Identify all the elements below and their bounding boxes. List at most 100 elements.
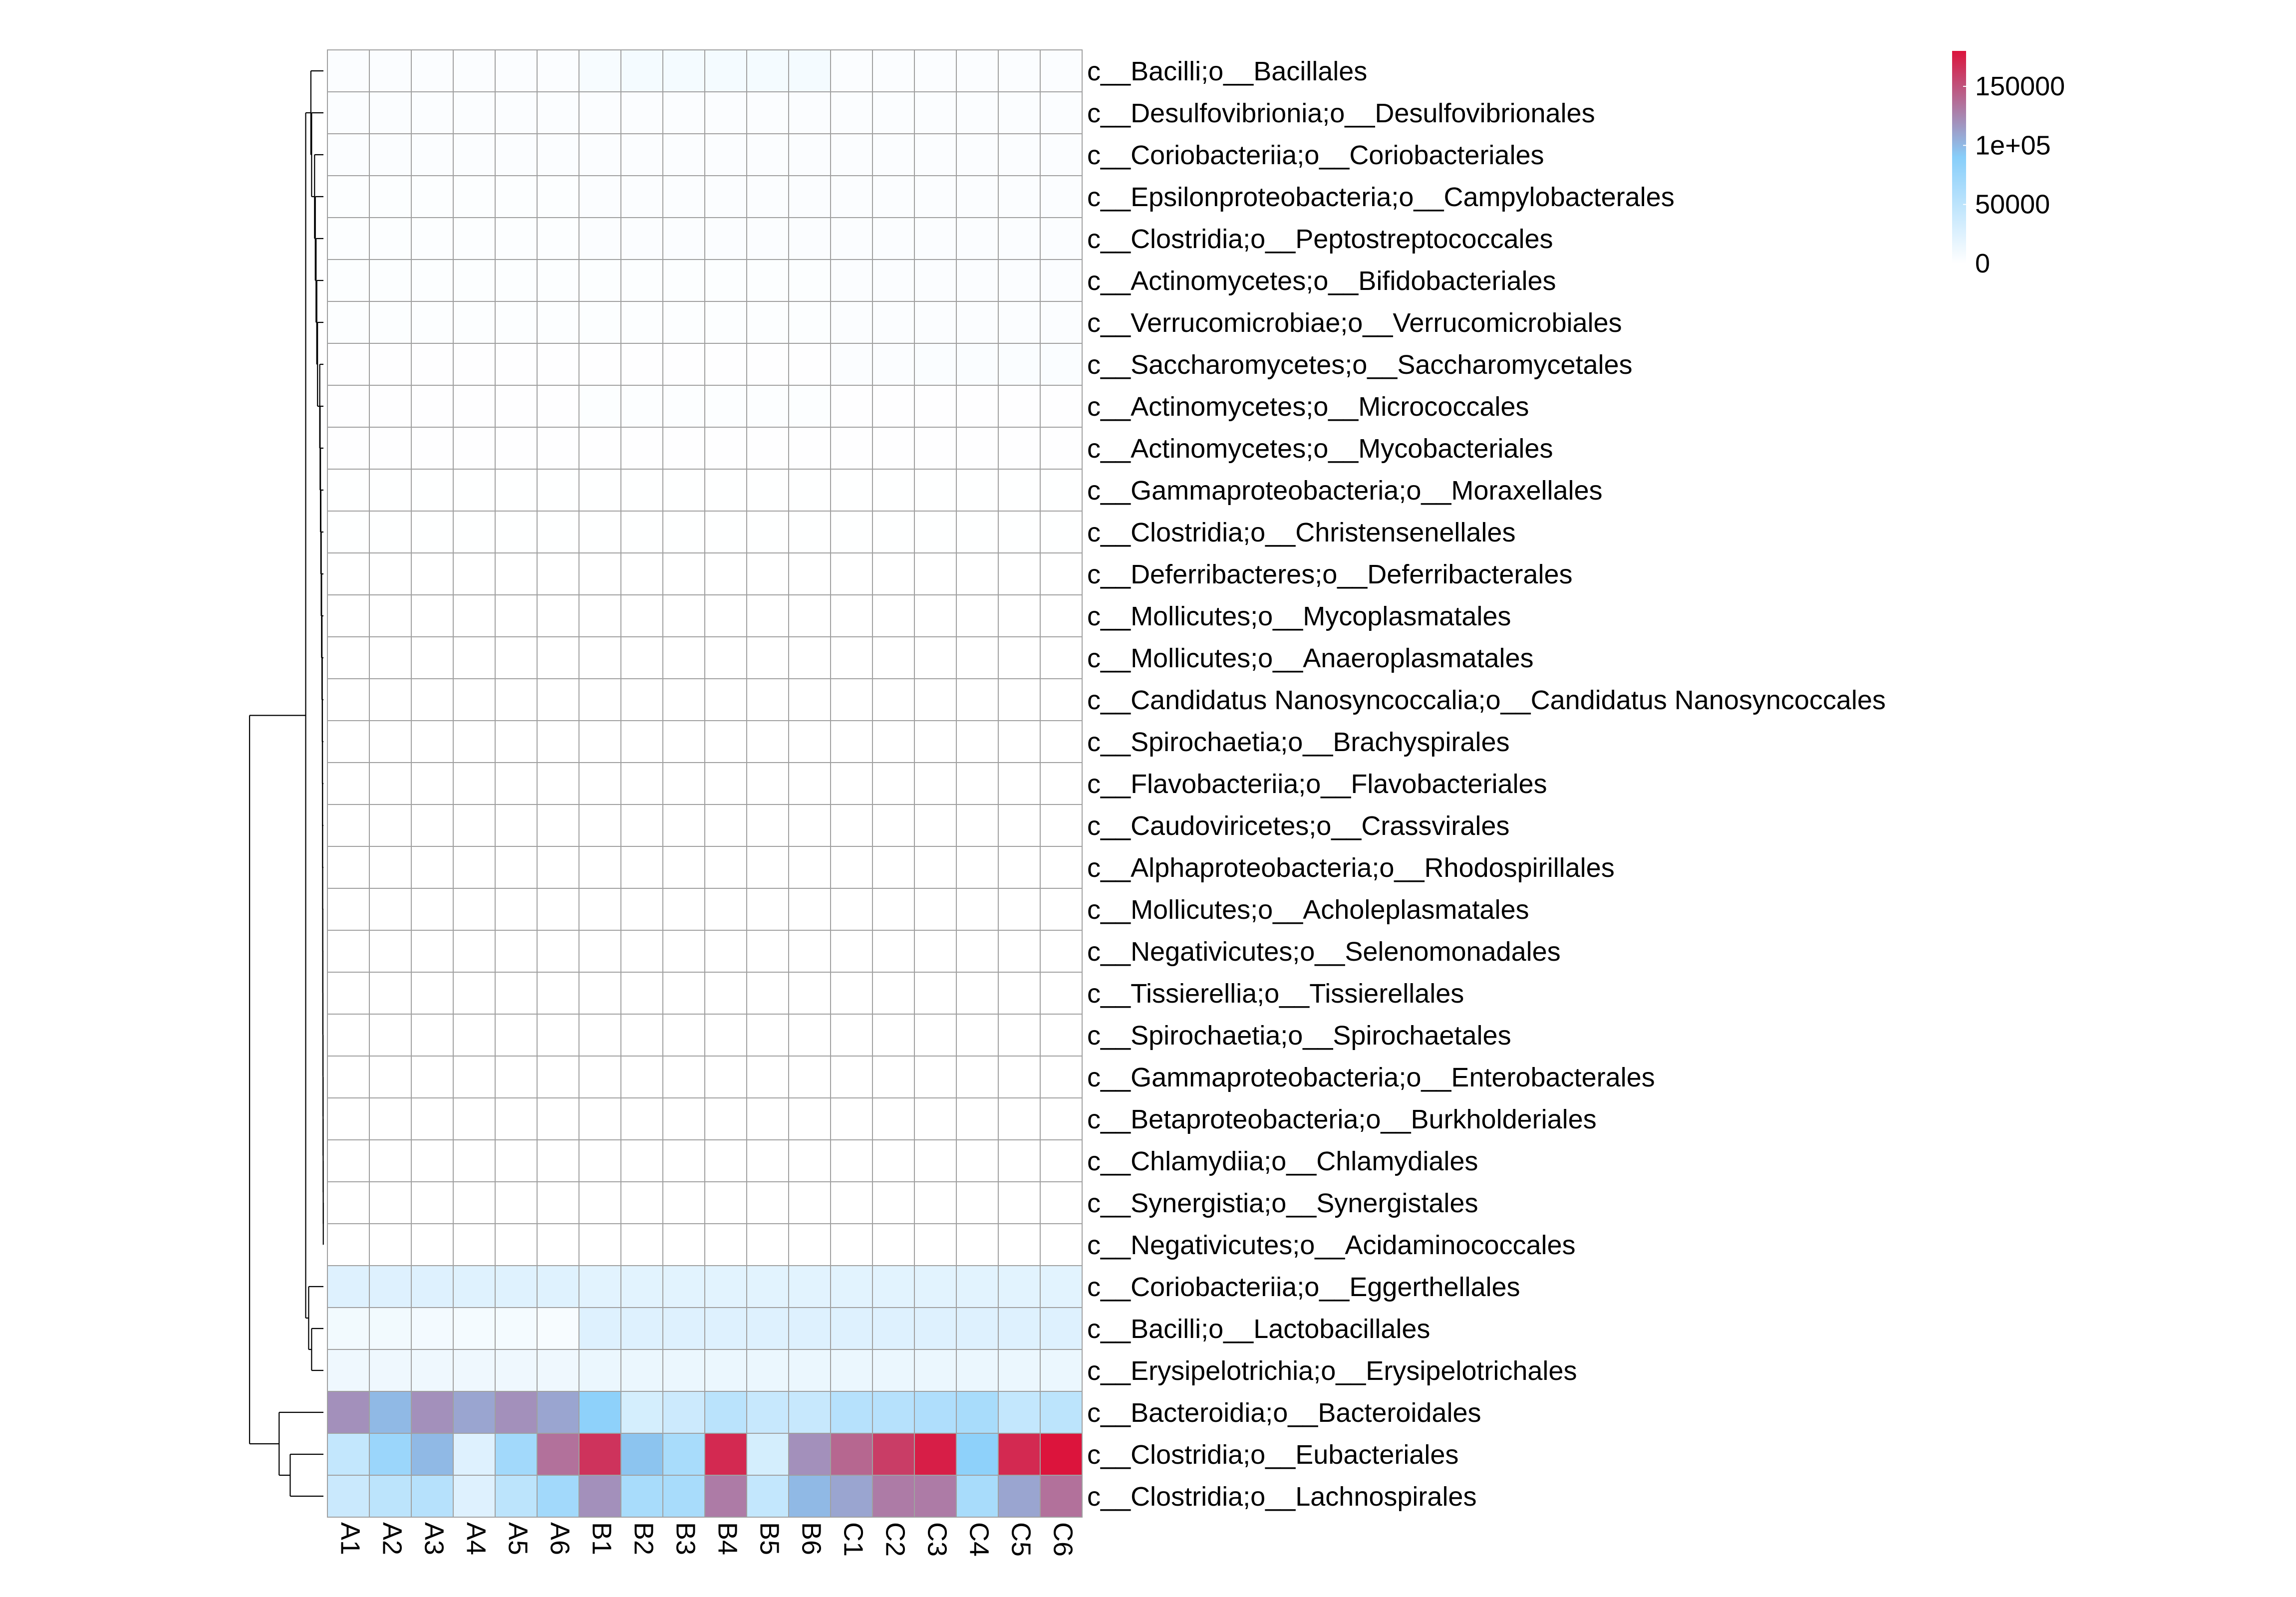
heatmap-cell <box>537 930 579 973</box>
heatmap-cell <box>872 888 915 931</box>
heatmap-cell <box>411 594 454 637</box>
heatmap-cell <box>788 1307 831 1350</box>
heatmap-cell <box>830 762 873 805</box>
heatmap-cell <box>998 846 1041 889</box>
heatmap-cell <box>578 594 621 637</box>
row-label: c__Clostridia;o__Eubacteriales <box>1087 1440 1458 1470</box>
heatmap-cell <box>914 1056 957 1098</box>
heatmap-cell <box>998 259 1041 302</box>
heatmap-cell <box>411 930 454 973</box>
heatmap-cell <box>662 762 705 805</box>
heatmap-cell <box>704 175 747 218</box>
heatmap-cell <box>746 217 789 260</box>
heatmap-cell <box>704 1475 747 1518</box>
heatmap-cell <box>788 133 831 176</box>
heatmap-cell <box>1040 930 1083 973</box>
heatmap-cell <box>495 1056 538 1098</box>
heatmap-cell <box>956 217 999 260</box>
heatmap-cell <box>872 385 915 428</box>
heatmap-cell <box>998 1265 1041 1308</box>
heatmap-cell <box>872 636 915 679</box>
heatmap-cell <box>411 972 454 1015</box>
heatmap-cell <box>411 1265 454 1308</box>
heatmap-cell <box>578 720 621 763</box>
heatmap-cell <box>872 846 915 889</box>
heatmap-cell <box>704 678 747 721</box>
heatmap-cell <box>746 1097 789 1140</box>
heatmap-cell <box>1040 1391 1083 1434</box>
heatmap-cell <box>369 1056 412 1098</box>
heatmap-cell <box>704 804 747 847</box>
heatmap-cell <box>956 1139 999 1182</box>
heatmap-cell <box>956 972 999 1015</box>
heatmap-cell <box>537 972 579 1015</box>
heatmap-cell <box>914 385 957 428</box>
heatmap-cell <box>872 469 915 512</box>
heatmap-cell <box>956 1014 999 1057</box>
heatmap-cell <box>998 762 1041 805</box>
heatmap-cell <box>495 762 538 805</box>
heatmap-cell <box>453 930 496 973</box>
heatmap-cell <box>453 343 496 386</box>
heatmap-cell <box>620 259 663 302</box>
heatmap-cell <box>369 1265 412 1308</box>
heatmap-cell <box>578 133 621 176</box>
heatmap-cell <box>537 469 579 512</box>
heatmap-cell <box>620 511 663 553</box>
heatmap-cell <box>830 259 873 302</box>
heatmap-cell <box>746 636 789 679</box>
heatmap-cell <box>746 91 789 134</box>
heatmap-cell <box>620 91 663 134</box>
heatmap-cell <box>872 217 915 260</box>
heatmap-cell <box>788 385 831 428</box>
heatmap-cell <box>956 469 999 512</box>
heatmap-cell <box>914 804 957 847</box>
heatmap-cell <box>453 888 496 931</box>
column-label: B6 <box>797 1522 827 1555</box>
heatmap-cell <box>1040 469 1083 512</box>
heatmap-cell <box>578 888 621 931</box>
heatmap-cell <box>495 930 538 973</box>
legend-tick-label: 1e+05 <box>1975 130 2051 160</box>
row-label: c__Saccharomycetes;o__Saccharomycetales <box>1087 350 1633 380</box>
heatmap-cell <box>453 49 496 92</box>
row-label: c__Flavobacteriia;o__Flavobacteriales <box>1087 769 1547 799</box>
heatmap-cell <box>788 1433 831 1476</box>
row-label: c__Caudoviricetes;o__Crassvirales <box>1087 811 1509 841</box>
heatmap-cell <box>704 511 747 553</box>
heatmap-cell <box>956 1056 999 1098</box>
heatmap-cell <box>411 133 454 176</box>
heatmap-cell <box>788 678 831 721</box>
heatmap-cell <box>411 1475 454 1518</box>
heatmap-cell <box>537 1223 579 1266</box>
heatmap-cell <box>956 175 999 218</box>
heatmap-cell <box>746 720 789 763</box>
heatmap-cell <box>746 49 789 92</box>
heatmap-cell <box>830 301 873 344</box>
heatmap-cell <box>411 301 454 344</box>
heatmap-cell <box>872 1014 915 1057</box>
heatmap-cell <box>537 1349 579 1392</box>
heatmap-cell <box>327 804 370 847</box>
heatmap-cell <box>537 385 579 428</box>
heatmap-cell <box>830 133 873 176</box>
heatmap-cell <box>662 804 705 847</box>
heatmap-cell <box>537 91 579 134</box>
heatmap-cell <box>495 678 538 721</box>
heatmap-cell <box>662 469 705 512</box>
heatmap-cell <box>411 1433 454 1476</box>
heatmap-cell <box>998 552 1041 595</box>
heatmap-cell <box>956 888 999 931</box>
heatmap-cell <box>872 1139 915 1182</box>
heatmap-cell <box>914 720 957 763</box>
heatmap-cell <box>788 1181 831 1224</box>
heatmap-cell <box>746 1014 789 1057</box>
heatmap-cell <box>620 552 663 595</box>
heatmap-cell <box>453 1097 496 1140</box>
row-label: c__Negativicutes;o__Acidaminococcales <box>1087 1230 1576 1260</box>
heatmap-cell <box>998 678 1041 721</box>
heatmap-cell <box>788 217 831 260</box>
row-label: c__Actinomycetes;o__Bifidobacteriales <box>1087 266 1556 296</box>
heatmap-cell <box>327 469 370 512</box>
heatmap-cell <box>956 259 999 302</box>
